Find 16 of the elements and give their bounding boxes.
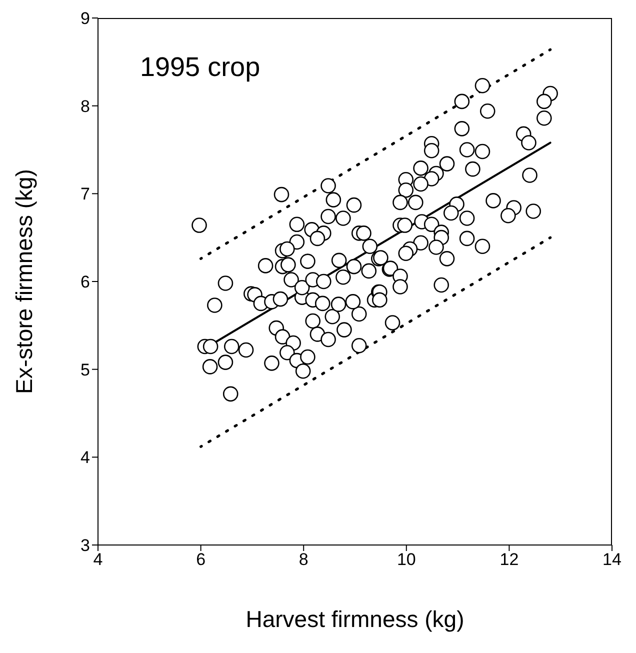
y-tick-label: 4 [80, 448, 90, 468]
x-tick-label: 12 [500, 550, 519, 570]
x-tick-label: 14 [602, 550, 622, 570]
annotation: 1995 crop [140, 52, 260, 83]
x-tick-label: 6 [196, 550, 206, 570]
y-axis-title: Ex-store firmness (kg) [11, 169, 38, 394]
x-axis-title: Harvest firmness (kg) [246, 606, 464, 632]
y-tick-label: 8 [80, 96, 90, 116]
y-tick-label: 9 [80, 9, 90, 28]
y-tick-label: 3 [80, 536, 90, 556]
y-tick-label: 6 [80, 272, 90, 292]
x-tick-label: 8 [298, 550, 308, 570]
x-tick-label: 10 [396, 550, 416, 570]
y-tick-label: 7 [80, 184, 90, 204]
y-tick-label: 5 [80, 360, 90, 380]
x-tick-label: 4 [93, 550, 103, 570]
